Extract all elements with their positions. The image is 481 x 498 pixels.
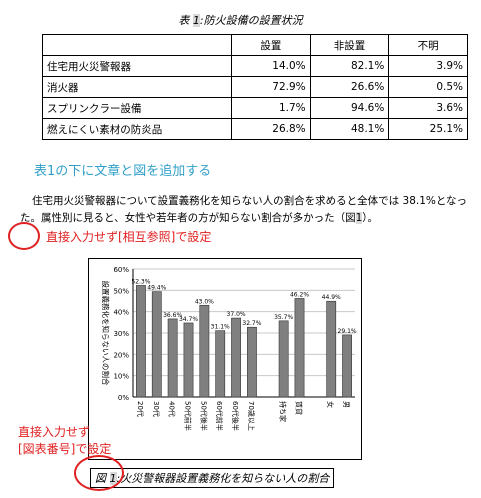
bar [342, 334, 352, 398]
row-label: 住宅用火災警報器 [42, 55, 232, 77]
data-table: 設置 非設置 不明 住宅用火災警報器 14.0% 82.1% 3.9% 消火器 … [42, 34, 468, 140]
row-label: 消火器 [42, 76, 232, 98]
annotation-circle [8, 222, 40, 250]
x-tick-label: 男 [342, 401, 350, 408]
body-paragraph: 住宅用火災警報器について設置義務化を知らない人の割合を求めると全体では 38.1… [20, 193, 470, 227]
table-cell: 3.9% [388, 55, 468, 77]
bar [151, 291, 162, 398]
data-label: 37.0% [227, 311, 246, 318]
table-cell: 26.8% [231, 118, 311, 140]
bar [231, 317, 241, 398]
annotation-crossref-note: 直接入力せず[相互参照]で設定 [46, 230, 212, 244]
row-label: スプリンクラー設備 [42, 97, 232, 119]
y-axis-label: 設置義務化を知らない人の割合 [101, 281, 111, 386]
annotation-circle [74, 455, 124, 491]
x-tick-label: 30代 [152, 401, 161, 417]
data-label: 49.4% [147, 285, 166, 292]
table-row: 消火器 72.9% 26.6% 0.5% [42, 76, 468, 98]
table-cell: 94.6% [309, 97, 390, 119]
annotation-caption-line2: [図表番号]で設定 [18, 442, 112, 456]
data-label: 44.9% [322, 294, 341, 301]
table-cell: 48.1% [309, 118, 390, 140]
y-tick-label: 30% [113, 330, 129, 338]
table-cell: 25.1% [388, 118, 468, 140]
table-cell: 0.5% [388, 76, 468, 98]
bar [167, 318, 178, 398]
data-label: 36.6% [163, 312, 182, 319]
table-row: スプリンクラー設備 1.7% 94.6% 3.6% [42, 97, 468, 119]
paragraph-tail: ）。 [362, 212, 379, 224]
y-tick-label: 50% [113, 287, 129, 295]
y-tick-label: 10% [113, 373, 129, 381]
table-cell: 26.6% [309, 76, 390, 98]
bar [278, 320, 289, 398]
bar [183, 322, 194, 398]
table-header-row: 設置 非設置 不明 [42, 34, 468, 56]
x-tick-label: 20代 [136, 401, 145, 417]
bar-chart: 0% 10% 20% 30% 40% 50% 60%設置義務化を知らない人の割合 52.3% 2… [101, 266, 357, 431]
table-cell: 3.6% [388, 97, 468, 119]
table-cell: 1.7% [231, 97, 311, 119]
x-tick-label: 40代 [168, 401, 177, 417]
data-label: 32.7% [242, 320, 261, 327]
y-tick-label: 20% [113, 351, 129, 359]
x-tick-label: 50代前半 [184, 401, 193, 431]
x-tick-label: 70歳以上 [247, 401, 256, 431]
table-cell: 82.1% [309, 55, 390, 77]
table-header-cell: 不明 [388, 34, 468, 56]
annotation-caption-note: 直接入力せず [図表番号]で設定 [18, 424, 111, 458]
data-label: 46.2% [290, 291, 309, 298]
data-label: 34.7% [179, 316, 198, 323]
figure-caption: 図 1:火災警報器設置義務化を知らない人の割合 [90, 468, 335, 488]
table-cell: 72.9% [231, 76, 311, 98]
table-header-cell [42, 34, 232, 56]
table-row: 燃えにくい素材の防炎品 26.8% 48.1% 25.1% [42, 118, 468, 140]
bar [136, 285, 146, 398]
table-row: 住宅用火災警報器 14.0% 82.1% 3.9% [42, 55, 468, 77]
cross-reference-field[interactable]: 1 [355, 212, 363, 224]
y-tick-label: 0% [118, 394, 129, 402]
x-tick-label: 60代後半 [231, 401, 240, 431]
data-label: 31.1% [211, 324, 230, 331]
table-caption: 表 1:防火設備の設置状況 [178, 14, 303, 27]
bar [326, 300, 337, 398]
x-tick-label: 賃貸 [295, 401, 304, 415]
data-label: 35.7% [274, 314, 293, 321]
table-header-cell: 非設置 [309, 34, 390, 56]
x-tick-label: 50代後半 [199, 401, 208, 431]
bar [294, 298, 305, 398]
data-label: 43.0% [195, 298, 214, 305]
paragraph-text: 住宅用火災警報器について設置義務化を知らない人の割合を求めると全体では 38.1… [20, 195, 468, 224]
bar [247, 326, 257, 398]
y-tick-label: 40% [113, 309, 129, 317]
x-tick-label: 女 [326, 401, 335, 408]
table-cell: 14.0% [231, 55, 311, 77]
annotation-caption-line1: 直接入力せず [18, 425, 91, 439]
x-tick-label: 60代前半 [215, 401, 224, 431]
heading-note: 表1の下に文章と図を追加する [34, 164, 212, 179]
x-tick-label: 持ち家 [279, 401, 288, 422]
bar [215, 330, 226, 398]
data-label: 52.3% [131, 278, 150, 285]
y-tick-label: 60% [113, 266, 129, 274]
table-header-cell: 設置 [231, 34, 311, 56]
chart-frame: 0% 10% 20% 30% 40% 50% 60% 設置義務化を知らない人の割合 52.3% 2… [88, 258, 362, 460]
data-label: 29.1% [338, 328, 357, 335]
row-label: 燃えにくい素材の防炎品 [42, 118, 232, 140]
bar [199, 304, 210, 398]
